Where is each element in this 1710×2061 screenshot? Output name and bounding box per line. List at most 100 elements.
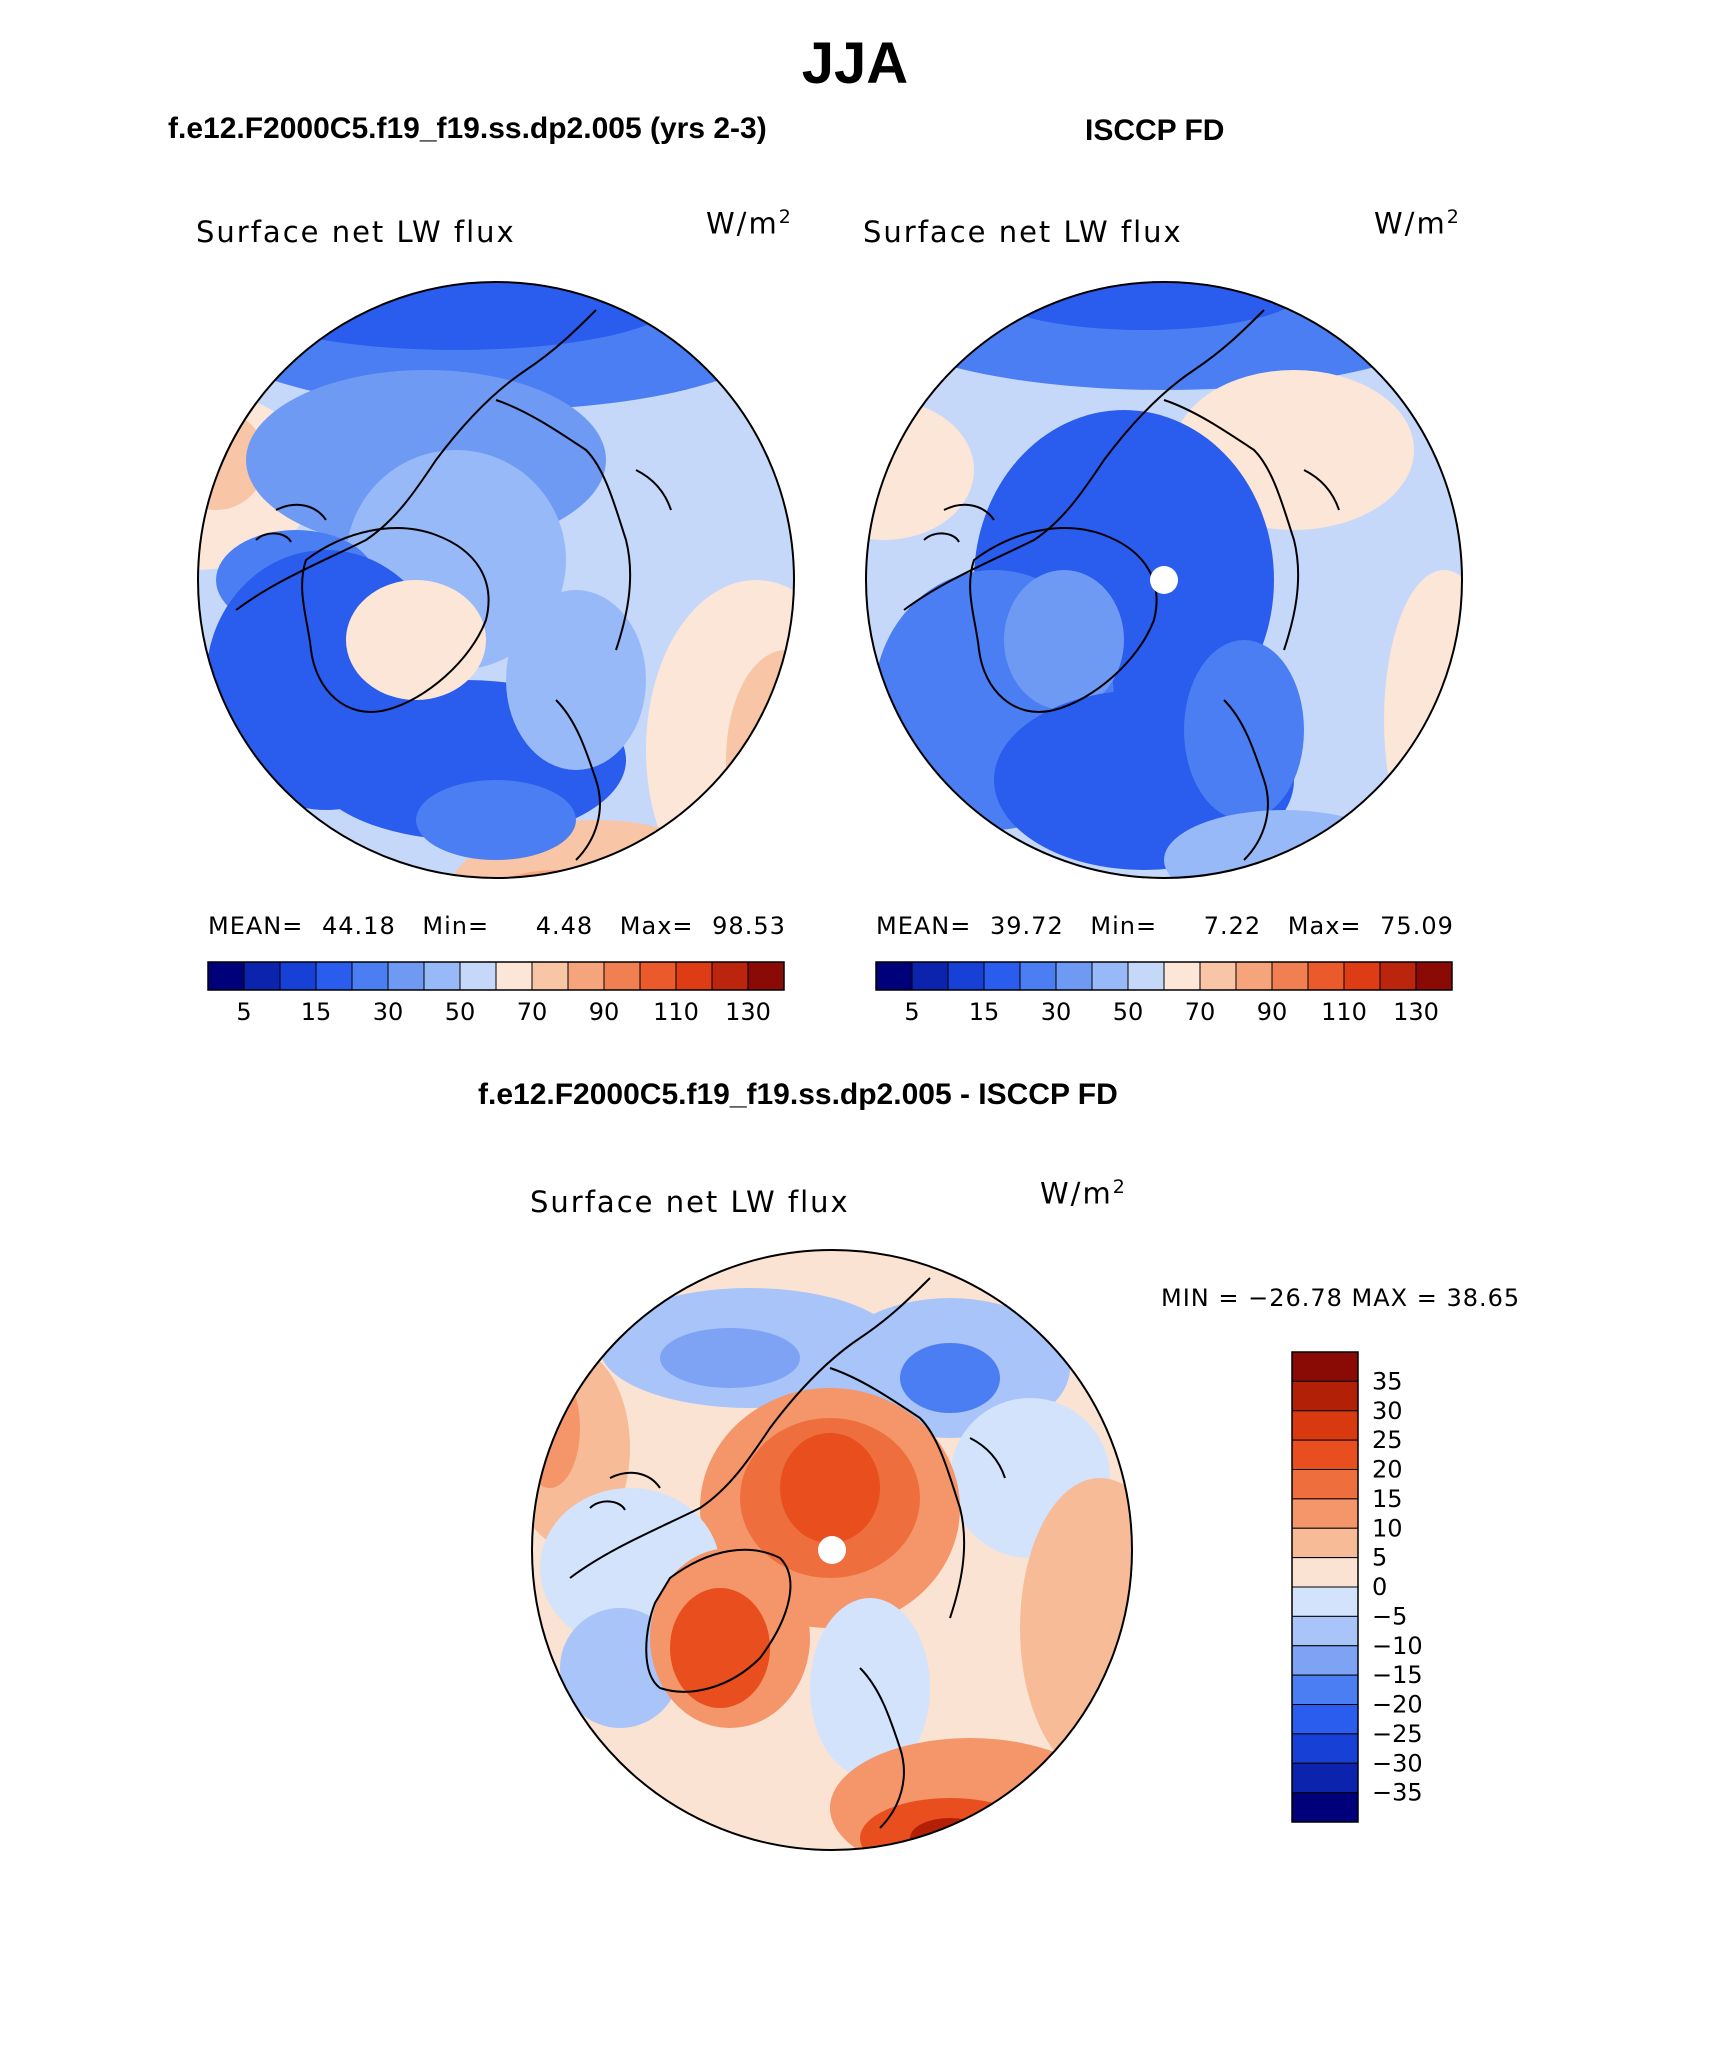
colorbar-swatch <box>567 961 605 991</box>
colorbar-swatch <box>1291 1762 1359 1794</box>
coastline <box>1163 399 1300 651</box>
colorbar-swatch <box>675 961 713 991</box>
colorbar-swatch <box>1291 1586 1359 1617</box>
colorbar-swatch <box>1291 1469 1359 1500</box>
mean-value: 44.18 <box>322 912 396 940</box>
field-region <box>236 282 676 350</box>
max-value: 75.09 <box>1380 912 1454 940</box>
colorbar-tick-label: −20 <box>1372 1691 1423 1719</box>
diff-minmax: MIN = −26.78 MAX = 38.65 <box>1161 1284 1521 1312</box>
greenland-coastline <box>969 527 1158 713</box>
colorbar-swatches <box>1291 1351 1359 1823</box>
colorbar-tick-label: 0 <box>1372 1573 1387 1601</box>
field-region <box>900 1343 1000 1413</box>
colorbar-tick-label: −15 <box>1372 1661 1423 1689</box>
colorbar-tick-label: 5 <box>904 998 919 1026</box>
diff-panel-subtitle: f.e12.F2000C5.f19_f19.ss.dp2.005 - ISCCP… <box>478 1078 1118 1111</box>
field-region <box>780 1433 880 1543</box>
colorbar-swatch <box>1199 961 1237 991</box>
map-border <box>865 281 1463 879</box>
colorbar-swatch <box>315 961 353 991</box>
pole-mask <box>818 1536 846 1564</box>
colorbar-swatch <box>1291 1410 1359 1441</box>
colorbar-swatch <box>459 961 497 991</box>
coastline <box>495 399 632 651</box>
colorbar-swatch <box>1291 1439 1359 1470</box>
colorbar-swatch <box>1379 961 1417 991</box>
colorbar-tick-label: 25 <box>1372 1426 1403 1454</box>
colorbar-swatch <box>1343 961 1381 991</box>
field-region <box>346 580 486 700</box>
colorbar-swatch <box>1291 1380 1359 1412</box>
field-region <box>416 780 576 860</box>
colorbar-swatch <box>947 961 985 991</box>
colorbar-tick-label: 5 <box>1372 1544 1387 1572</box>
min-value: 7.22 <box>1203 912 1262 940</box>
colorbar-swatch <box>1127 961 1165 991</box>
colorbar-tick-label: 50 <box>1113 998 1144 1026</box>
model-colorbar: 5 15 30 50 70 90 110 130 <box>207 961 785 1026</box>
colorbar-swatch <box>531 961 569 991</box>
field-region <box>670 1588 770 1708</box>
obs-units-label: W/m2 <box>1374 206 1461 241</box>
min-label: Min= <box>422 912 490 940</box>
colorbar-tick-label: −5 <box>1372 1602 1407 1630</box>
colorbar-swatch <box>495 961 533 991</box>
coastline <box>635 469 672 511</box>
figure-title: JJA <box>801 31 909 96</box>
coastline <box>1303 469 1340 511</box>
colorbar-swatch <box>207 961 245 991</box>
colorbar-ticks: 5 15 30 50 70 90 110 130 <box>236 998 771 1026</box>
field-region <box>1020 1478 1132 1778</box>
obs-panel-subtitle: ISCCP FD <box>1085 114 1225 147</box>
colorbar-swatch <box>1163 961 1201 991</box>
pole-mask <box>1150 566 1178 594</box>
model-stats: MEAN= 44.18 Min= 4.48 Max= 98.53 <box>208 912 786 940</box>
colorbar-tick-label: 20 <box>1372 1456 1403 1484</box>
obs-colorbar: 5 15 30 50 70 90 110 130 <box>875 961 1453 1026</box>
colorbar-tick-label: −30 <box>1372 1749 1423 1777</box>
colorbar-tick-label: 10 <box>1372 1514 1403 1542</box>
field-region <box>984 282 1304 330</box>
model-plot-title: Surface net LW flux <box>196 215 516 249</box>
colorbar-tick-label: 30 <box>1041 998 1072 1026</box>
greenland-coastline <box>301 527 490 713</box>
scandinavia-coastline <box>555 699 601 861</box>
colorbar-tick-label: 30 <box>1372 1397 1403 1425</box>
obs-plot-title: Surface net LW flux <box>863 215 1183 249</box>
colorbar-tick-label: 70 <box>517 998 548 1026</box>
coastline <box>235 309 597 611</box>
colorbar-swatch <box>1271 961 1309 991</box>
colorbar-swatch <box>1415 961 1453 991</box>
colorbar-swatch <box>875 961 913 991</box>
min-value: 4.48 <box>535 912 594 940</box>
colorbar-tick-label: 110 <box>1321 998 1367 1026</box>
field-region <box>506 590 646 770</box>
coastline <box>589 1471 661 1511</box>
coastline <box>255 503 327 543</box>
colorbar-swatch <box>1019 961 1057 991</box>
diff-plot-title: Surface net LW flux <box>530 1185 850 1219</box>
coastline <box>829 1367 966 1619</box>
colorbar-swatch <box>1291 1792 1359 1823</box>
colorbar-tick-label: 50 <box>445 998 476 1026</box>
colorbar-swatch <box>1307 961 1345 991</box>
map-border <box>531 1249 1133 1851</box>
colorbar-tick-label: 5 <box>236 998 251 1026</box>
max-label: Max= <box>1287 912 1362 940</box>
colorbar-swatch <box>747 961 785 991</box>
colorbar-swatch <box>1291 1645 1359 1676</box>
field-region <box>810 1598 930 1778</box>
max-value: 98.53 <box>712 912 786 940</box>
colorbar-swatch <box>1291 1733 1359 1764</box>
coastline <box>903 309 1265 611</box>
coastline <box>969 1437 1006 1479</box>
min-label: Min= <box>1090 912 1158 940</box>
colorbar-swatches <box>207 961 785 991</box>
colorbar-tick-label: 15 <box>301 998 332 1026</box>
colorbar-tick-label: 35 <box>1372 1367 1403 1395</box>
scandinavia-coastline <box>859 1667 905 1829</box>
colorbar-tick-label: 90 <box>1257 998 1288 1026</box>
max-label: Max= <box>619 912 694 940</box>
